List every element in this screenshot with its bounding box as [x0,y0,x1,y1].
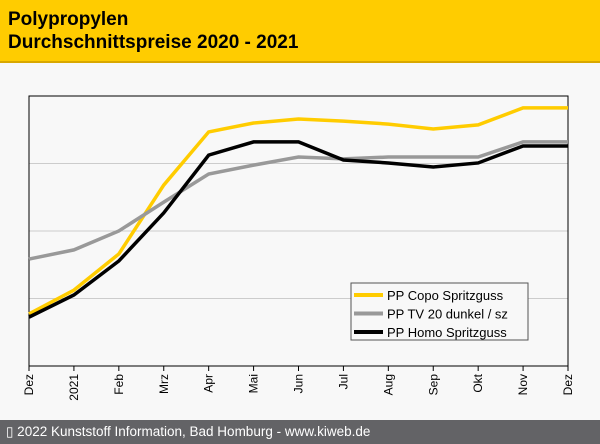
x-tick-label: Mrz [157,374,171,394]
x-tick-label: Okt [471,373,485,392]
x-tick-label: Sep [426,374,440,396]
title-line-1: Polypropylen [8,9,129,30]
series-line-1 [28,140,568,261]
series-line-2 [28,140,568,319]
x-tick-label: Mai [247,374,261,393]
x-tick-label: 2021 [67,374,81,401]
x-tick-label: Apr [202,374,216,393]
series-line-0 [28,106,568,316]
header-bar: Polypropylen Durchschnittspreise 2020 - … [0,0,600,63]
copyright-footer: ▯ 2022 Kunststoff Information, Bad Hombu… [0,420,600,444]
x-tick-label: Dez [22,374,36,395]
x-tick-label: Dez [561,374,575,395]
title-line-2: Durchschnittspreise 2020 - 2021 [8,32,299,53]
x-tick-label: Aug [381,374,395,395]
x-tick-label: Nov [516,374,530,395]
x-tick-label: Jun [292,374,306,393]
legend-label: PP TV 20 dunkel / sz [387,307,508,322]
chart-title: Polypropylen Durchschnittspreise 2020 - … [8,8,298,54]
x-tick-label: Jul [336,374,350,389]
legend-label: PP Homo Spritzguss [387,325,507,340]
x-tick-label: Feb [112,374,126,395]
legend-label: PP Copo Spritzguss [387,288,504,303]
